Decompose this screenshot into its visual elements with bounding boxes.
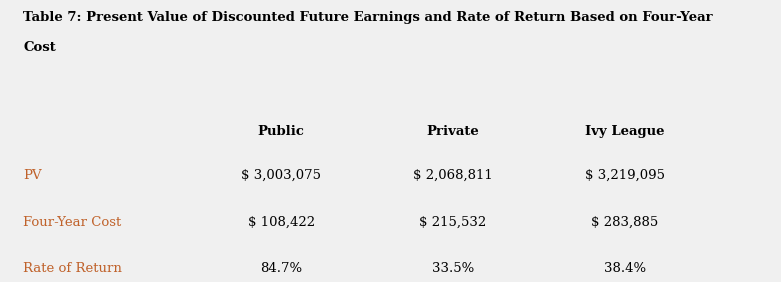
Text: 84.7%: 84.7% (260, 262, 302, 275)
Text: $ 3,219,095: $ 3,219,095 (585, 169, 665, 182)
Text: Public: Public (258, 125, 305, 138)
Text: $ 2,068,811: $ 2,068,811 (413, 169, 493, 182)
Text: $ 283,885: $ 283,885 (591, 216, 658, 229)
Text: Rate of Return: Rate of Return (23, 262, 123, 275)
Text: $ 215,532: $ 215,532 (419, 216, 487, 229)
Text: $ 108,422: $ 108,422 (248, 216, 315, 229)
Text: Private: Private (426, 125, 480, 138)
Text: Cost: Cost (23, 41, 56, 54)
Text: 33.5%: 33.5% (432, 262, 474, 275)
Text: 38.4%: 38.4% (604, 262, 646, 275)
Text: Table 7: Present Value of Discounted Future Earnings and Rate of Return Based on: Table 7: Present Value of Discounted Fut… (23, 11, 713, 24)
Text: PV: PV (23, 169, 42, 182)
Text: Four-Year Cost: Four-Year Cost (23, 216, 122, 229)
Text: $ 3,003,075: $ 3,003,075 (241, 169, 321, 182)
Text: Ivy League: Ivy League (585, 125, 665, 138)
